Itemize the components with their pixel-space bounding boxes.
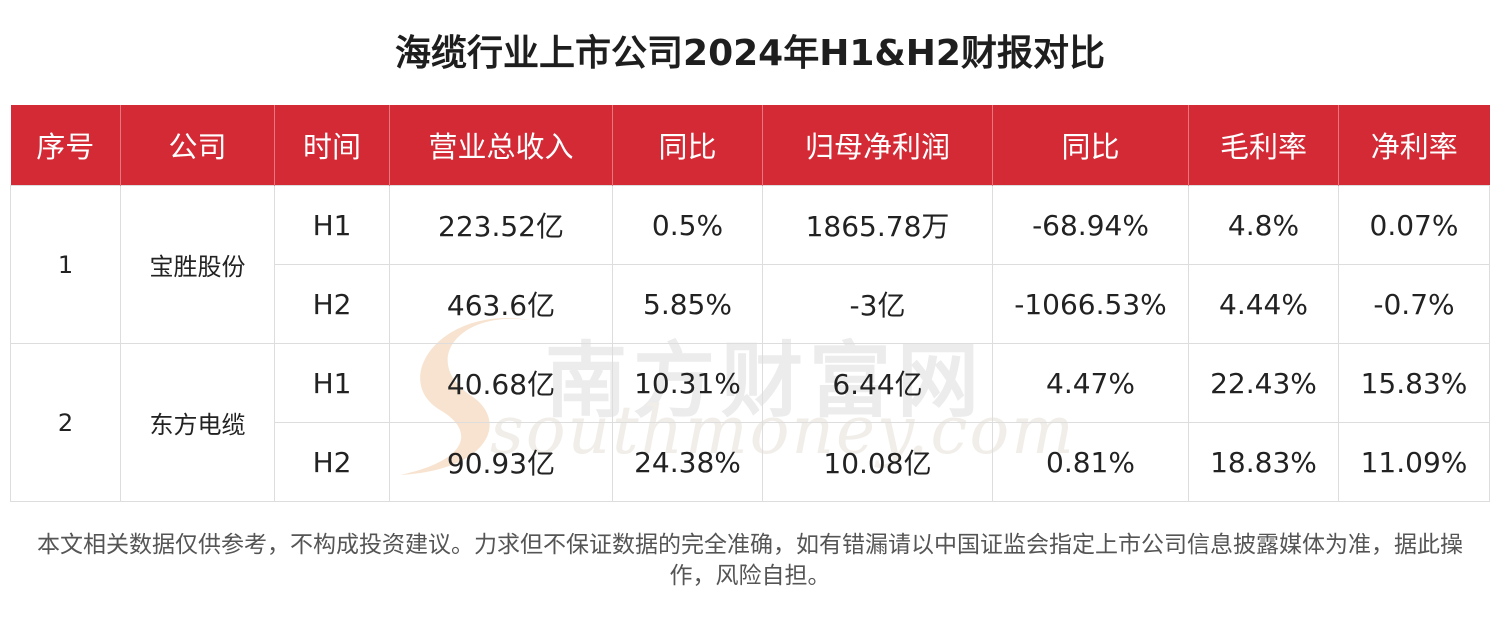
net-margin-cell: 0.07%	[1338, 185, 1490, 265]
net-margin-cell: -0.7%	[1338, 264, 1490, 344]
period-cell: H2	[274, 422, 390, 502]
header-index: 序号	[10, 105, 121, 186]
revenue-cell: 463.6亿	[389, 264, 613, 344]
profit-yoy-cell: 4.47%	[992, 343, 1189, 423]
row-index: 2	[10, 343, 121, 502]
header-period: 时间	[274, 105, 390, 186]
table-row: H2 463.6亿 5.85% -3亿 -1066.53% 4.44% -0.7…	[11, 264, 1490, 344]
period-cell: H2	[274, 264, 390, 344]
net-profit-cell: 6.44亿	[762, 343, 993, 423]
header-net-margin: 净利率	[1338, 105, 1490, 186]
gross-margin-cell: 4.8%	[1188, 185, 1339, 265]
revenue-cell: 40.68亿	[389, 343, 613, 423]
table-row: 2 东方电缆 H1 40.68亿 10.31% 6.44亿 4.47% 22.4…	[10, 343, 1490, 502]
page-title: 海缆行业上市公司2024年H1&H2财报对比	[395, 33, 1105, 74]
header-revenue: 营业总收入	[389, 105, 613, 186]
revenue-yoy-cell: 10.31%	[612, 343, 763, 423]
revenue-cell: 90.93亿	[389, 422, 613, 502]
company-name: 宝胜股份	[120, 185, 275, 344]
gross-margin-cell: 4.44%	[1188, 264, 1339, 344]
revenue-yoy-cell: 24.38%	[612, 422, 763, 502]
company-name: 东方电缆	[120, 343, 275, 502]
profit-yoy-cell: -68.94%	[992, 185, 1189, 265]
header-net-profit: 归母净利润	[762, 105, 993, 186]
table-header-row: 序号 公司 时间 营业总收入 同比 归母净利润 同比 毛利率 净利率	[10, 105, 1490, 186]
profit-yoy-cell: -1066.53%	[992, 264, 1189, 344]
financial-comparison-table: 序号 公司 时间 营业总收入 同比 归母净利润 同比 毛利率 净利率 1 宝胜股…	[10, 105, 1490, 502]
disclaimer: 本文相关数据仅供参考，不构成投资建议。力求但不保证数据的完全准确，如有错漏请以中…	[37, 532, 1463, 589]
gross-margin-cell: 22.43%	[1188, 343, 1339, 423]
header-gross-margin: 毛利率	[1188, 105, 1339, 186]
header-profit-yoy: 同比	[992, 105, 1189, 186]
gross-margin-cell: 18.83%	[1188, 422, 1339, 502]
row-index: 1	[10, 185, 121, 344]
revenue-yoy-cell: 5.85%	[612, 264, 763, 344]
net-margin-cell: 15.83%	[1338, 343, 1490, 423]
period-cell: H1	[274, 185, 390, 265]
header-revenue-yoy: 同比	[612, 105, 763, 186]
net-profit-cell: 10.08亿	[762, 422, 993, 502]
period-cell: H1	[274, 343, 390, 423]
revenue-yoy-cell: 0.5%	[612, 185, 763, 265]
header-company: 公司	[120, 105, 275, 186]
net-margin-cell: 11.09%	[1338, 422, 1490, 502]
net-profit-cell: 1865.78万	[762, 185, 993, 265]
net-profit-cell: -3亿	[762, 264, 993, 344]
revenue-cell: 223.52亿	[389, 185, 613, 265]
table-row: 1 宝胜股份 H1 223.52亿 0.5% 1865.78万 -68.94% …	[10, 185, 1490, 344]
profit-yoy-cell: 0.81%	[992, 422, 1189, 502]
